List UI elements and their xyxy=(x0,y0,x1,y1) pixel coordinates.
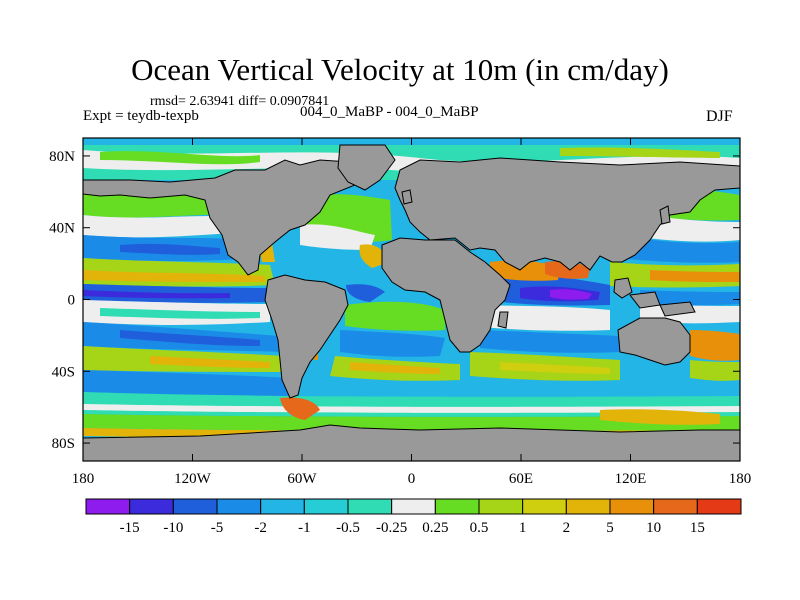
colorbar-label: 1 xyxy=(519,520,527,536)
land-greenland xyxy=(337,144,396,191)
land-australia xyxy=(617,317,691,366)
land-north-america xyxy=(83,159,356,276)
colorbar-label: 0.5 xyxy=(470,520,489,536)
colorbar-label: -15 xyxy=(120,520,140,536)
colorbar-swatch xyxy=(696,498,742,515)
colorbar-swatch xyxy=(522,498,567,515)
latitude-axis: 80N 40N 0 40S 80S xyxy=(49,149,740,452)
lat-tick-label: 80S xyxy=(52,436,75,452)
map-plot-area xyxy=(83,138,740,461)
colorbar-swatch xyxy=(85,498,131,515)
colorbar-swatch xyxy=(609,498,655,515)
rmsd-diff-stats: rmsd= 2.63941 diff= 0.0907841 xyxy=(150,94,330,109)
colorbar-swatch xyxy=(303,498,349,515)
land-new-guinea xyxy=(659,301,696,317)
land-south-america xyxy=(264,274,349,399)
colorbar-label: -10 xyxy=(163,520,183,536)
run-comparison-label: 004_0_MaBP - 004_0_MaBP xyxy=(300,104,479,120)
colorbar-label: -2 xyxy=(254,520,267,536)
colorbar-swatch xyxy=(216,498,262,515)
lon-tick-label: 120E xyxy=(615,471,647,487)
colorbar-label: -5 xyxy=(211,520,224,536)
lon-tick-label: 180 xyxy=(729,471,752,487)
land-maritime-continent xyxy=(613,277,633,299)
land-africa xyxy=(381,237,511,353)
land-borneo xyxy=(629,291,661,309)
lat-tick-label: 40S xyxy=(52,364,75,380)
lat-tick-label: 0 xyxy=(68,293,76,309)
land-mass-group xyxy=(83,144,740,461)
map-title: Ocean Vertical Velocity at 10m (in cm/da… xyxy=(131,52,669,87)
longitude-axis: 180 120W 60W 0 60E 120E 180 xyxy=(72,138,752,487)
lon-tick-label: 180 xyxy=(72,471,95,487)
lon-tick-label: 60E xyxy=(509,471,533,487)
colorbar-label: 10 xyxy=(646,520,661,536)
land-british-isles xyxy=(401,189,413,205)
lat-tick-label: 80N xyxy=(49,149,75,165)
lon-tick-label: 60W xyxy=(287,471,317,487)
colorbar-label: -0.25 xyxy=(376,520,407,536)
colorbar-swatch xyxy=(129,498,174,515)
colorbar-label: 15 xyxy=(690,520,705,536)
land-madagascar xyxy=(497,311,509,329)
colorbar-swatch xyxy=(565,498,611,515)
colorbar-swatch xyxy=(172,498,218,515)
lat-tick-label: 40N xyxy=(49,221,75,237)
season-label: DJF xyxy=(706,108,733,125)
colorbar-label: -0.5 xyxy=(336,520,360,536)
colorbar-swatch xyxy=(260,498,305,515)
colorbar: -15 -10 -5 -2 -1 -0.5 -0.25 0.25 0.5 1 2 5 10 15 xyxy=(85,498,742,536)
colorbar-label: -1 xyxy=(298,520,311,536)
experiment-label: Expt = teydb-texpb xyxy=(83,108,199,124)
lon-tick-label: 120W xyxy=(174,471,212,487)
lon-tick-label: 0 xyxy=(408,471,416,487)
colorbar-label: 0.25 xyxy=(422,520,448,536)
colorbar-swatch xyxy=(391,498,436,515)
colorbar-label: 5 xyxy=(606,520,614,536)
colorbar-label: 2 xyxy=(563,520,571,536)
land-japan xyxy=(659,205,671,225)
colorbar-swatch xyxy=(653,498,698,515)
colorbar-swatch xyxy=(478,498,524,515)
colorbar-swatch xyxy=(434,498,480,515)
land-antarctica xyxy=(83,424,740,461)
colorbar-swatch xyxy=(347,498,393,515)
